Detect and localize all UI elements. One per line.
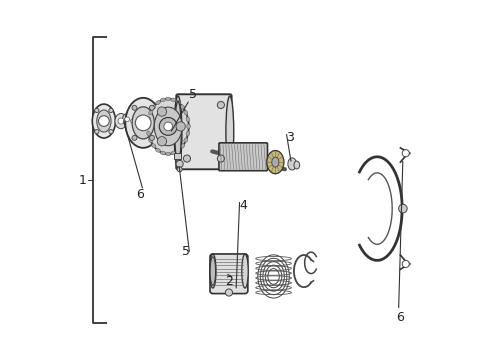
Ellipse shape — [267, 150, 284, 174]
Circle shape — [98, 116, 109, 126]
Ellipse shape — [132, 107, 154, 139]
Text: 1: 1 — [78, 174, 86, 186]
Ellipse shape — [147, 117, 150, 122]
Ellipse shape — [176, 100, 181, 105]
Ellipse shape — [97, 110, 111, 132]
Ellipse shape — [146, 124, 149, 129]
FancyBboxPatch shape — [176, 94, 232, 169]
Ellipse shape — [186, 117, 190, 122]
Ellipse shape — [180, 144, 185, 148]
Text: 2: 2 — [225, 275, 233, 288]
Ellipse shape — [171, 98, 176, 102]
Circle shape — [157, 107, 167, 116]
Circle shape — [135, 115, 151, 131]
Text: 6: 6 — [136, 188, 144, 201]
Circle shape — [398, 204, 407, 213]
FancyBboxPatch shape — [210, 254, 248, 294]
Circle shape — [402, 260, 409, 267]
Ellipse shape — [175, 102, 181, 162]
Ellipse shape — [184, 110, 188, 115]
Circle shape — [225, 289, 232, 296]
Circle shape — [125, 117, 129, 122]
Circle shape — [109, 130, 113, 134]
Circle shape — [164, 122, 172, 131]
Ellipse shape — [210, 254, 216, 288]
Circle shape — [176, 160, 183, 167]
Ellipse shape — [156, 148, 160, 152]
Text: 3: 3 — [286, 131, 294, 144]
Ellipse shape — [166, 97, 171, 101]
Text: 4: 4 — [239, 198, 247, 212]
Circle shape — [402, 150, 409, 157]
Ellipse shape — [156, 100, 160, 105]
Text: 6: 6 — [396, 311, 404, 324]
Ellipse shape — [147, 99, 189, 154]
Circle shape — [157, 137, 167, 146]
Circle shape — [95, 108, 99, 113]
FancyBboxPatch shape — [174, 153, 181, 159]
Circle shape — [159, 117, 177, 135]
Ellipse shape — [226, 96, 234, 167]
Ellipse shape — [151, 144, 156, 148]
Circle shape — [177, 167, 182, 172]
Ellipse shape — [148, 138, 152, 143]
Ellipse shape — [184, 138, 188, 143]
Ellipse shape — [125, 98, 161, 148]
Ellipse shape — [176, 148, 181, 152]
Ellipse shape — [210, 257, 216, 285]
Ellipse shape — [174, 96, 182, 167]
Ellipse shape — [128, 116, 137, 126]
Circle shape — [218, 155, 224, 162]
Circle shape — [176, 122, 185, 131]
Ellipse shape — [148, 110, 152, 115]
Ellipse shape — [122, 113, 132, 125]
Ellipse shape — [180, 105, 185, 109]
Circle shape — [218, 102, 224, 109]
Ellipse shape — [186, 131, 190, 136]
Circle shape — [149, 135, 154, 140]
Ellipse shape — [166, 152, 171, 156]
Circle shape — [132, 135, 137, 140]
Ellipse shape — [147, 131, 150, 136]
Ellipse shape — [92, 104, 116, 138]
Ellipse shape — [160, 98, 166, 102]
Ellipse shape — [171, 151, 176, 155]
Ellipse shape — [154, 107, 182, 146]
Ellipse shape — [242, 254, 248, 288]
Circle shape — [118, 118, 124, 124]
Ellipse shape — [151, 105, 156, 109]
Circle shape — [149, 105, 154, 110]
Circle shape — [183, 155, 191, 162]
Ellipse shape — [187, 124, 190, 129]
Text: 5: 5 — [189, 88, 197, 101]
Circle shape — [109, 108, 113, 113]
Text: 5: 5 — [182, 245, 190, 258]
Circle shape — [131, 119, 135, 123]
FancyBboxPatch shape — [219, 143, 268, 171]
Ellipse shape — [115, 113, 127, 129]
Ellipse shape — [288, 158, 296, 170]
Circle shape — [132, 105, 137, 110]
Ellipse shape — [272, 157, 279, 167]
Circle shape — [95, 130, 99, 134]
Ellipse shape — [160, 151, 166, 155]
Ellipse shape — [294, 161, 300, 169]
